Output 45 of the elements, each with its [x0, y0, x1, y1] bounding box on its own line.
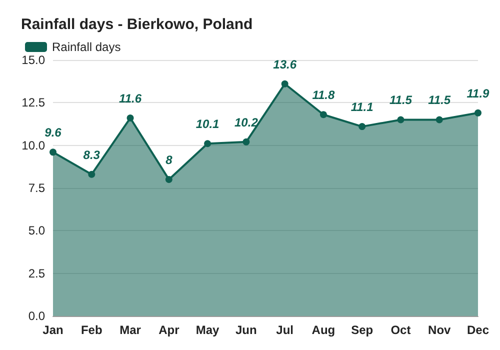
y-tick-label: 5.0 [28, 224, 46, 238]
point [358, 123, 366, 130]
data-label: 13.6 [273, 57, 297, 72]
legend-label: Rainfall days [52, 40, 121, 54]
y-tick-label: 2.5 [28, 266, 46, 280]
data-label: 9.6 [44, 126, 62, 140]
x-tick-label: Apr [158, 323, 180, 337]
x-tick-label: Jan [42, 323, 64, 337]
point [281, 80, 288, 88]
data-label: 11.9 [466, 86, 490, 100]
data-label: 8 [166, 152, 173, 167]
data-label: 10.2 [234, 115, 258, 130]
x-tick-label: Jul [276, 323, 294, 337]
point [436, 116, 443, 124]
y-tick-label: 15.0 [22, 53, 46, 67]
x-tick-label: Aug [312, 323, 336, 337]
x-tick-label: Nov [428, 323, 452, 337]
point [126, 114, 134, 122]
data-label: 10.1 [196, 117, 220, 132]
x-tick-label: Mar [120, 323, 142, 337]
y-tick-label: 0.0 [28, 309, 46, 323]
x-tick-label: Feb [80, 323, 102, 337]
data-label: 11.5 [389, 93, 412, 108]
y-tick-label: 7.5 [28, 181, 46, 195]
point [320, 111, 327, 118]
data-label: 11.8 [312, 88, 336, 102]
point [165, 176, 172, 183]
data-label: 8.3 [83, 148, 100, 162]
point [88, 170, 96, 178]
point [242, 138, 250, 146]
point [397, 116, 404, 124]
data-label: 11.6 [119, 92, 142, 106]
chart-title: Rainfall days - Bierkowo, Poland [21, 16, 253, 33]
x-tick-label: May [196, 323, 220, 337]
y-tick-label: 12.5 [22, 96, 46, 110]
y-tick-label: 10.0 [22, 138, 46, 152]
x-tick-label: Oct [390, 323, 411, 337]
point [50, 148, 56, 156]
point [204, 140, 212, 148]
point [474, 109, 482, 116]
data-label: 11.1 [350, 100, 374, 114]
x-tick-label: Sep [351, 323, 374, 337]
x-tick-label: Jun [236, 323, 257, 337]
data-label: 11.5 [428, 93, 451, 108]
x-tick-label: Dec [466, 323, 490, 337]
